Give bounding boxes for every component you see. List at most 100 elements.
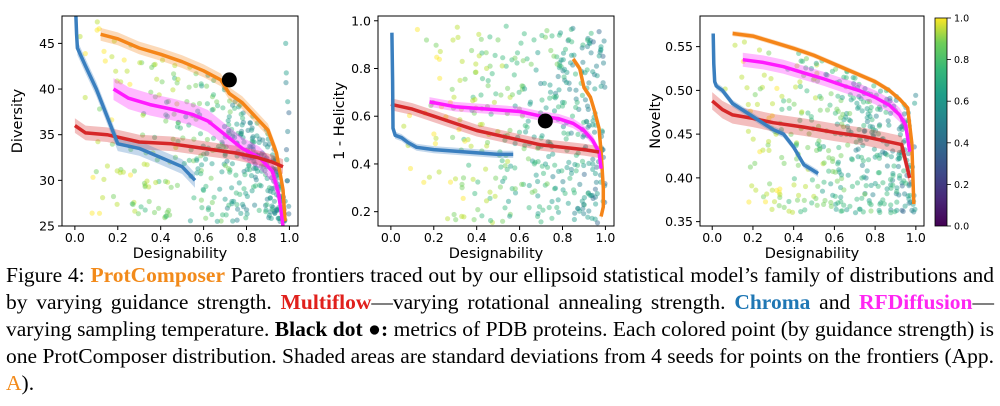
scatter-point <box>525 118 531 124</box>
scatter-point <box>813 60 819 66</box>
scatter-point <box>96 210 103 216</box>
scatter-point <box>899 183 905 189</box>
scatter-point <box>94 27 100 33</box>
scatter-point <box>244 207 250 213</box>
y-tick-label: 0.4 <box>351 156 371 171</box>
scatter-point <box>489 219 495 226</box>
pdb-dot <box>537 113 553 129</box>
scatter-point <box>769 101 776 107</box>
y-tick-label: 0.8 <box>351 61 371 76</box>
scatter-point <box>741 39 748 45</box>
scatter-point <box>483 198 490 204</box>
scatter-point <box>563 79 570 86</box>
scatter-point <box>896 156 903 162</box>
scatter-point <box>872 128 879 134</box>
scatter-point <box>148 89 154 95</box>
scatter-point <box>564 69 570 75</box>
scatter-point <box>809 117 815 123</box>
scatter-point <box>171 71 177 77</box>
scatter-point <box>581 202 587 208</box>
scatter-point <box>592 86 598 92</box>
scatter-point <box>559 168 565 174</box>
scatter-point <box>834 106 840 112</box>
scatter-point <box>451 94 457 100</box>
scatter-point <box>519 113 526 119</box>
scatter-point <box>553 93 560 99</box>
scatter-point <box>127 81 133 87</box>
scatter-point <box>215 103 221 109</box>
y-tick-label: 30 <box>39 173 55 188</box>
scatter-point <box>473 69 479 75</box>
scatter-point <box>231 198 237 204</box>
scatter-point <box>577 181 583 187</box>
scatter-point <box>580 206 586 212</box>
scatter-point <box>567 86 573 92</box>
colorbar: 0.0 0.2 0.4 0.6 0.8 1.0 <box>934 14 969 233</box>
scatter-point <box>867 200 873 206</box>
scatter-point <box>475 179 481 185</box>
scatter-point <box>204 83 210 89</box>
scatter-point <box>244 211 250 217</box>
scatter-point <box>781 98 787 104</box>
scatter-point <box>855 154 861 160</box>
scatter-point <box>507 211 513 217</box>
scatter-point <box>585 35 591 42</box>
scatter-point <box>849 183 856 189</box>
scatter-point <box>547 139 553 145</box>
scatter-point <box>457 117 463 123</box>
scatter-point <box>239 122 245 128</box>
scatter-point <box>531 37 537 43</box>
scatter-point <box>794 197 801 203</box>
scatter-point <box>516 89 522 95</box>
scatter-point <box>898 124 904 130</box>
appendix-link[interactable]: A <box>6 371 22 395</box>
scatter-point <box>886 122 892 128</box>
scatter-point <box>851 81 857 87</box>
scatter-point <box>859 108 865 114</box>
scatter-point <box>877 106 883 113</box>
scatter-point <box>899 180 905 186</box>
scatter-point <box>870 132 876 138</box>
scatter-point <box>172 75 178 81</box>
caption-text-2: —varying rotational annealing strength. <box>371 290 735 314</box>
scatter-point <box>542 182 548 188</box>
scatter-point <box>854 196 860 202</box>
scatter-point <box>571 52 577 58</box>
scatter-point <box>519 181 525 187</box>
scatter-point <box>880 149 886 155</box>
scatter-point <box>828 199 834 206</box>
scatter-point <box>891 163 897 169</box>
scatter-point <box>594 73 600 79</box>
scatter-point <box>866 198 872 204</box>
scatter-point <box>590 166 596 172</box>
scatter-point <box>576 106 582 112</box>
multiflow-label: Multiflow <box>280 290 372 314</box>
scatter-point <box>114 201 120 207</box>
scatter-point <box>485 83 491 89</box>
scatter-point <box>565 38 571 44</box>
scatter-point <box>224 158 230 164</box>
scatter-point <box>777 194 783 200</box>
scatter-point <box>135 211 141 217</box>
scatter-point <box>453 217 459 223</box>
scatter-point <box>264 175 270 181</box>
scatter-point <box>774 187 780 193</box>
scatter-point <box>569 39 575 45</box>
scatter-point <box>542 34 549 40</box>
scatter-point <box>752 160 758 166</box>
scatter-point <box>574 99 580 105</box>
scatter-point <box>227 169 233 175</box>
scatter-point <box>223 212 229 218</box>
scatter-point <box>265 188 271 194</box>
scatter-point <box>455 34 461 41</box>
scatter-point <box>561 74 567 80</box>
scatter-point <box>601 38 607 44</box>
protcomposer-label: ProtComposer <box>90 263 225 287</box>
scatter-point <box>876 155 883 161</box>
scatter-point <box>834 178 840 184</box>
scatter-point <box>899 126 905 133</box>
scatter-point <box>113 68 119 74</box>
rfdiffusion-line <box>429 100 603 169</box>
scatter-point <box>267 195 273 201</box>
scatter-point <box>848 97 854 103</box>
